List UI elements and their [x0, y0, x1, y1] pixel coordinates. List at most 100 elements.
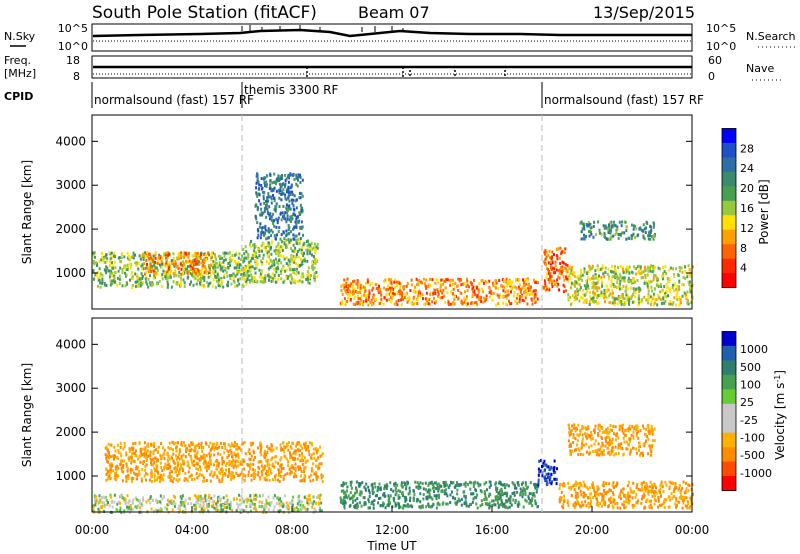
velocity-cell [505, 494, 508, 498]
power-cell [309, 251, 312, 255]
power-cell [687, 302, 690, 306]
velocity-cell [131, 479, 133, 483]
velocity-cell [278, 471, 280, 475]
power-cell [237, 256, 240, 260]
power-cell [298, 239, 301, 243]
power-cell [344, 297, 346, 301]
velocity-cell [232, 497, 235, 501]
velocity-cell [437, 489, 440, 493]
power-cell [590, 266, 593, 270]
power-cell [212, 260, 215, 264]
power-cell [466, 283, 469, 287]
velocity-cell [244, 452, 247, 456]
velocity-cell [349, 497, 352, 501]
power-cell [622, 271, 625, 275]
power-cell [263, 246, 266, 250]
power-cell [523, 290, 526, 294]
velocity-cell [280, 456, 283, 460]
velocity-cell [256, 495, 259, 499]
velocity-cell [394, 486, 397, 490]
power-cell [561, 268, 564, 272]
power-cell [280, 269, 283, 273]
velocity-cell [120, 494, 123, 498]
velocity-cell [223, 451, 226, 455]
power-cell [300, 275, 303, 279]
power-cell [637, 286, 640, 290]
velocity-cell [280, 502, 283, 506]
velocity-cell [302, 458, 305, 462]
power-cell [456, 284, 458, 288]
velocity-cell [171, 470, 174, 474]
power-cell [652, 292, 655, 296]
power-cell [248, 274, 251, 278]
power-cell [150, 256, 152, 260]
power-cell [124, 264, 127, 268]
power-cell [290, 214, 293, 218]
velocity-cell [160, 442, 163, 445]
velocity-cell [159, 474, 162, 477]
power-cell [624, 270, 627, 273]
power-cell [568, 266, 571, 270]
power-cell [222, 269, 225, 273]
power-cell [309, 249, 312, 253]
power-cell [453, 297, 456, 301]
power-cell [375, 286, 378, 290]
power-cell [588, 222, 591, 226]
power-cell [611, 270, 614, 274]
power-cell [592, 299, 594, 303]
power-cell [210, 251, 213, 255]
power-cell [263, 181, 266, 185]
power-cell [533, 296, 536, 300]
power-cell [429, 277, 431, 281]
power-cell [201, 276, 204, 280]
velocity-cell [290, 453, 293, 457]
velocity-cell [123, 459, 126, 463]
power-cell [502, 289, 505, 293]
velocity-cell [150, 463, 153, 467]
power-cell [526, 292, 529, 296]
power-cell [92, 251, 95, 255]
velocity-cell [395, 491, 398, 494]
velocity-cell [308, 475, 311, 479]
power-cell [262, 177, 265, 181]
power-cell [141, 282, 144, 286]
power-cell [557, 282, 560, 286]
power-cell [257, 180, 260, 184]
power-cell [353, 297, 356, 300]
velocity-cell [272, 496, 275, 500]
velocity-cell [273, 455, 276, 459]
power-cell [179, 276, 182, 280]
power-cell [286, 211, 289, 215]
power-cell [295, 238, 297, 242]
power-cell [280, 198, 283, 202]
velocity-cell [349, 480, 352, 484]
power-cell [300, 251, 303, 255]
power-cell [669, 302, 672, 306]
power-cell [625, 293, 628, 297]
velocity-cell [176, 455, 179, 459]
velocity-cell [258, 505, 261, 508]
power-cell [276, 233, 278, 237]
velocity-cell [153, 461, 156, 465]
power-cell [116, 283, 119, 287]
power-cell [585, 298, 588, 302]
power-cell [224, 258, 227, 262]
velocity-cell [113, 445, 116, 449]
power-cell [283, 242, 286, 246]
power-cell [652, 265, 654, 269]
power-cell [671, 303, 674, 307]
velocity-cell [230, 471, 233, 474]
velocity-cell [139, 448, 142, 452]
power-cell [652, 295, 655, 299]
velocity-cell [277, 495, 280, 499]
power-cell [120, 252, 123, 256]
velocity-cell [149, 457, 152, 461]
velocity-cell [426, 495, 429, 499]
velocity-cell [130, 476, 133, 480]
power-cell [594, 284, 597, 288]
power-cell [578, 283, 581, 287]
velocity-cell [298, 442, 301, 446]
velocity-cell [354, 503, 357, 507]
power-cell [93, 261, 96, 265]
velocity-cell [537, 478, 540, 482]
